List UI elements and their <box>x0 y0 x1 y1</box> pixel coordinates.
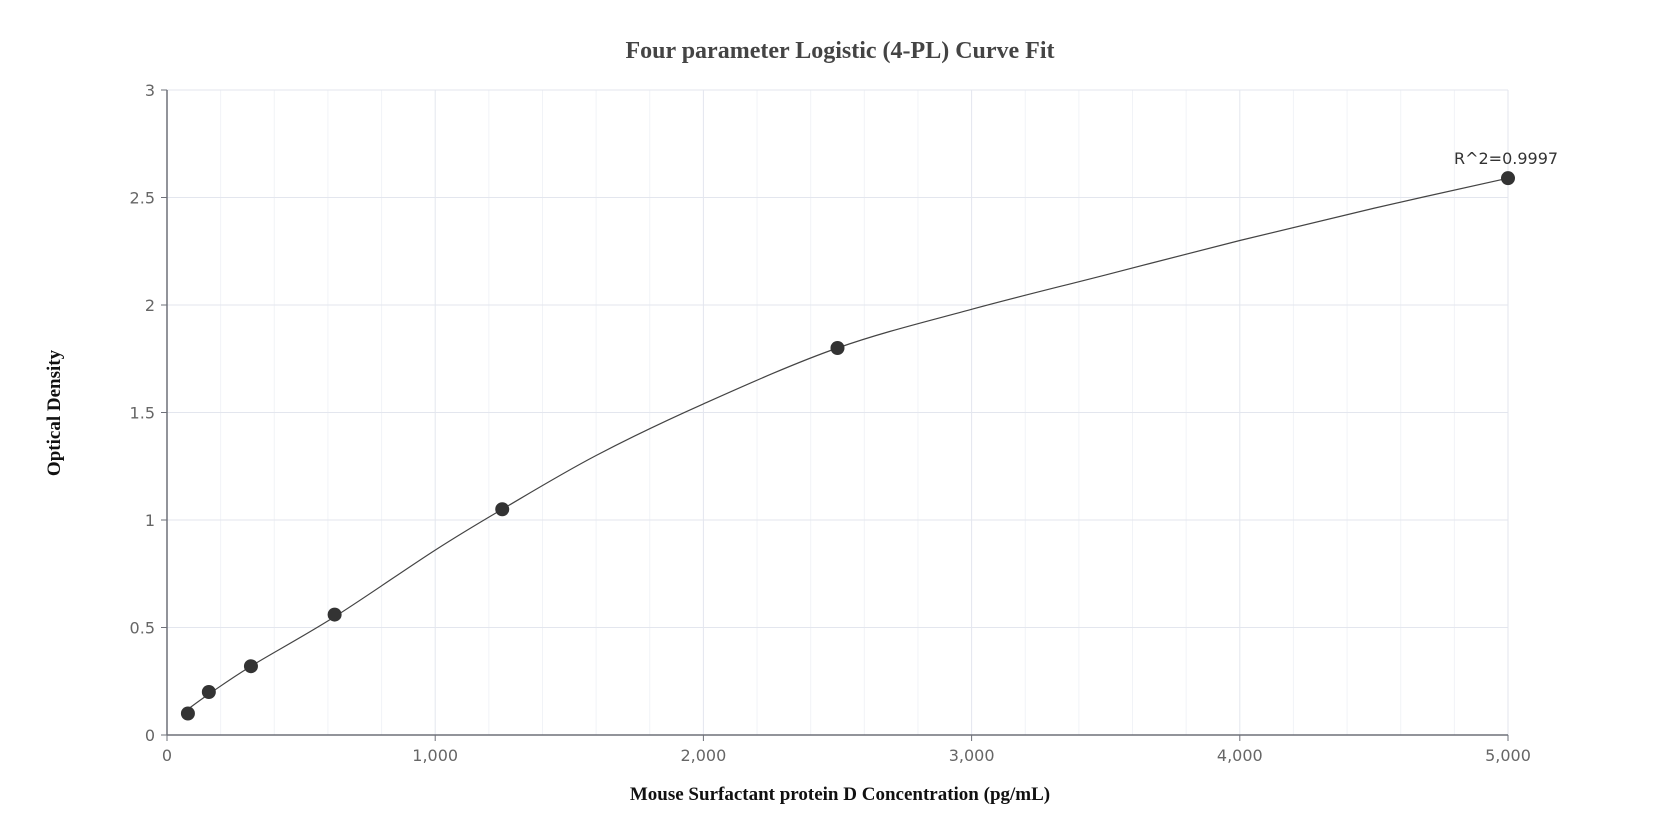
fit-curve <box>187 177 1509 710</box>
x-tick-label: 3,000 <box>949 746 995 765</box>
x-tick-label: 1,000 <box>412 746 458 765</box>
data-point <box>1501 171 1515 186</box>
y-tick-label: 0 <box>145 726 155 745</box>
data-point <box>830 341 845 355</box>
y-tick-label: 1 <box>145 511 155 530</box>
x-tick-label: 0 <box>162 746 172 765</box>
y-tick-label: 2 <box>145 296 155 315</box>
data-point <box>201 685 216 699</box>
y-axis-label: Optical Density <box>44 349 65 476</box>
x-axis-label: Mouse Surfactant protein D Concentration… <box>630 784 1050 805</box>
y-axis-ticks: 0 0.5 1 1.5 2 2.5 3 <box>130 81 167 745</box>
x-tick-label: 4,000 <box>1217 746 1263 765</box>
major-gridlines <box>167 89 1509 735</box>
data-points <box>180 171 1515 721</box>
data-point <box>327 607 342 622</box>
y-tick-label: 2.5 <box>130 189 155 208</box>
chart-title: Four parameter Logistic (4-PL) Curve Fit <box>625 38 1054 64</box>
y-tick-label: 0.5 <box>130 619 155 638</box>
y-tick-label: 1.5 <box>130 404 155 423</box>
x-tick-label: 5,000 <box>1485 746 1531 765</box>
r-squared-annotation: R^2=0.9997 <box>1454 149 1558 168</box>
data-point <box>180 706 195 721</box>
y-tick-label: 3 <box>145 81 155 100</box>
x-tick-label: 2,000 <box>680 746 726 765</box>
x-axis-ticks: 0 1,000 2,000 3,000 4,000 5,000 <box>162 735 1531 765</box>
data-point <box>495 502 510 517</box>
data-point <box>243 659 258 674</box>
